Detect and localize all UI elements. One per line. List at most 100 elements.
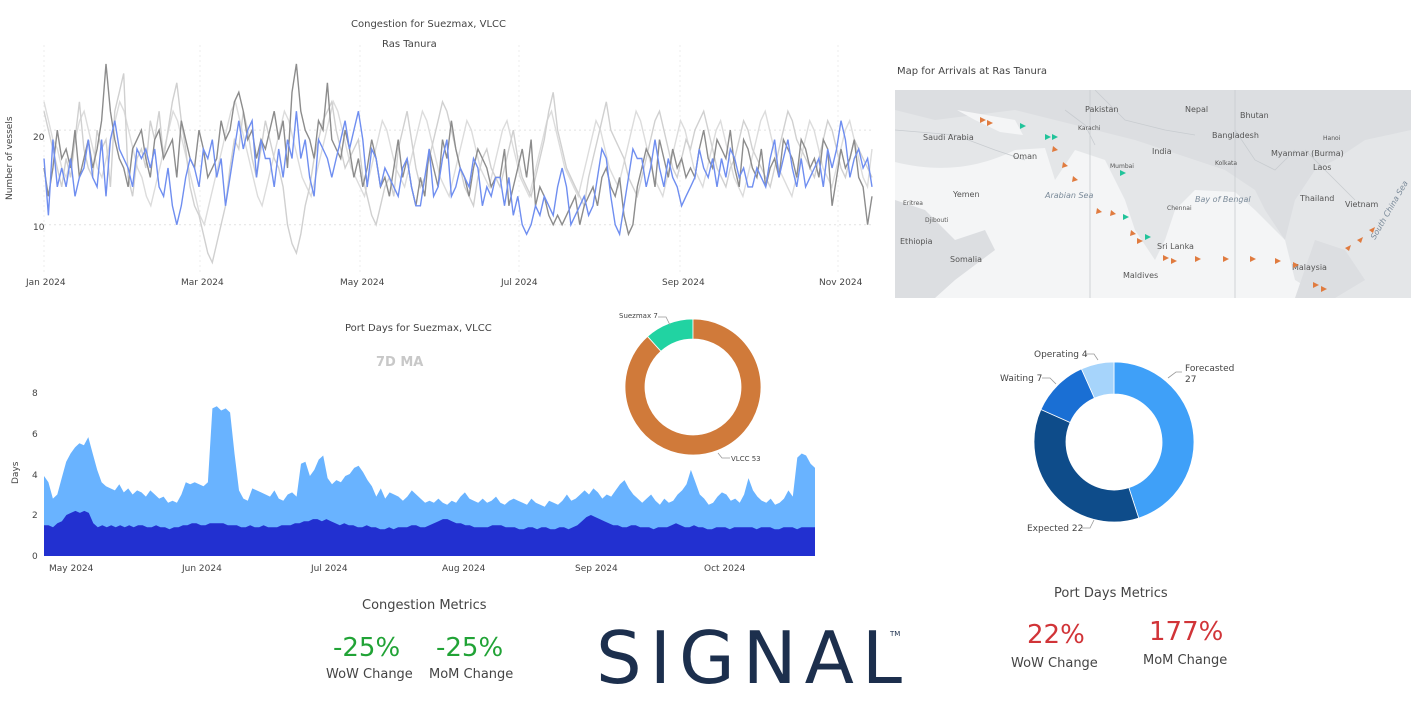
- vessel-marker[interactable]: [1357, 237, 1363, 243]
- vessel-marker[interactable]: [1195, 256, 1201, 262]
- portdays-xtick-oct: Oct 2024: [704, 564, 746, 574]
- map-label-karachi: Karachi: [1078, 125, 1101, 132]
- vessel-marker[interactable]: [1052, 146, 1058, 152]
- congestion-xtick-may: May 2024: [340, 278, 385, 288]
- congestion-series-line-1: [43, 63, 873, 237]
- status-donut-slices: [1033, 361, 1195, 523]
- congestion-series-line-0: [43, 111, 873, 237]
- congestion-ytick-10: 10: [33, 223, 45, 233]
- vessel-marker[interactable]: [1313, 282, 1319, 288]
- vessel-marker[interactable]: [1120, 170, 1126, 176]
- congestion-ylabel: Number of vessels: [5, 116, 15, 200]
- map-land-sea-asia: [1295, 240, 1365, 298]
- vessel-marker[interactable]: [980, 117, 986, 123]
- donut1-leader-vlcc: [717, 452, 730, 459]
- donut-slice-operating[interactable]: [1080, 361, 1115, 399]
- vessel-marker[interactable]: [1293, 262, 1299, 268]
- donut2-label-operating: Operating 4: [1034, 350, 1088, 360]
- congestion-series-line-3: [43, 99, 873, 227]
- vessel-marker[interactable]: [1171, 258, 1177, 264]
- donut1-label-vlcc: VLCC 53: [731, 455, 761, 463]
- vessel-marker[interactable]: [1052, 134, 1058, 140]
- vessel-marker[interactable]: [1062, 162, 1068, 168]
- donut2-leader-operating: [1086, 353, 1099, 361]
- vessel-marker[interactable]: [1223, 256, 1229, 262]
- map-sea-bengal: Bay of Bengal: [1195, 195, 1251, 204]
- portdays-xtick-may: May 2024: [49, 564, 94, 574]
- portdays-ma-label: 7D MA: [376, 355, 424, 370]
- donut2-label-waiting: Waiting 7: [1000, 374, 1042, 384]
- portdays-ylabel: Days: [11, 461, 21, 484]
- vessel-marker[interactable]: [1072, 176, 1078, 182]
- congestion-xtick-jul: Jul 2024: [500, 278, 538, 288]
- donut2-label-forecasted-value: 27: [1185, 375, 1196, 385]
- vessel-marker[interactable]: [1020, 123, 1026, 129]
- donut1-leader-suezmax: [658, 316, 671, 326]
- congestion-grid: [43, 45, 872, 272]
- map-label-saudi: Saudi Arabia: [923, 133, 974, 142]
- congestion-subtitle: Ras Tanura: [382, 39, 437, 50]
- arrivals-map[interactable]: Arabian Sea Bay of Bengal South China Se…: [895, 90, 1411, 298]
- portdays-area-0: [44, 406, 815, 556]
- portdays-ytick-2: 2: [32, 511, 38, 521]
- congestion-mom-value: -25%: [436, 633, 504, 663]
- vessel-marker[interactable]: [1369, 227, 1375, 233]
- signal-logo-tm: TM: [890, 630, 901, 638]
- map-label-laos: Laos: [1313, 163, 1331, 172]
- congestion-title: Congestion for Suezmax, VLCC: [351, 19, 507, 30]
- portdays-mom-value: 177%: [1149, 617, 1224, 647]
- vessel-marker[interactable]: [1130, 230, 1136, 236]
- portdays-wow-value: 22%: [1027, 620, 1085, 650]
- portdays-xtick-aug: Aug 2024: [442, 564, 486, 574]
- donut-slice-forecasted[interactable]: [1113, 361, 1195, 519]
- map-borders: [895, 90, 1356, 298]
- vessel-marker[interactable]: [1045, 134, 1051, 140]
- portdays-xtick-sep: Sep 2024: [575, 564, 618, 574]
- map-title: Map for Arrivals at Ras Tanura: [897, 66, 1048, 77]
- donut-slice-vlcc[interactable]: [624, 318, 762, 456]
- congestion-wow-value: -25%: [333, 633, 401, 663]
- map-ocean: [895, 148, 1325, 298]
- map-label-nepal: Nepal: [1185, 105, 1208, 114]
- vessel-marker[interactable]: [1110, 210, 1116, 216]
- vessel-marker[interactable]: [1250, 256, 1256, 262]
- donut2-leader-forecasted: [1167, 371, 1182, 379]
- map-label-somalia: Somalia: [950, 255, 982, 264]
- portdays-chart: 0 2 4 6 8 Days May 2024 Jun 2024 Jul 202…: [11, 389, 815, 574]
- map-label-bangladesh: Bangladesh: [1212, 131, 1259, 140]
- portdays-areas: [44, 406, 815, 556]
- vessel-marker[interactable]: [1123, 214, 1129, 220]
- map-land-north: [895, 90, 1411, 240]
- vessel-marker[interactable]: [1137, 238, 1143, 244]
- congestion-mom-label: MoM Change: [429, 667, 514, 682]
- vessel-marker[interactable]: [987, 120, 993, 126]
- map-label-ethiopia: Ethiopia: [900, 237, 933, 246]
- vessel-marker[interactable]: [1163, 255, 1169, 261]
- congestion-wow-label: WoW Change: [326, 667, 413, 682]
- vessel-donut: Suezmax 7 VLCC 53: [619, 312, 762, 463]
- donut-slice-expected[interactable]: [1033, 408, 1140, 523]
- vessel-marker[interactable]: [1345, 245, 1351, 251]
- map-label-myanmar: Myanmar (Burma): [1271, 149, 1344, 158]
- congestion-xtick-mar: Mar 2024: [181, 278, 224, 288]
- vessel-marker[interactable]: [1096, 208, 1102, 214]
- map-label-oman: Oman: [1013, 152, 1037, 161]
- portdays-ytick-6: 6: [32, 430, 38, 440]
- vessel-donut-slices: [624, 318, 762, 456]
- portdays-area-1: [44, 510, 815, 556]
- map-label-srilanka: Sri Lanka: [1157, 242, 1194, 251]
- congestion-series: [43, 63, 873, 265]
- map-label-chennai: Chennai: [1167, 205, 1192, 212]
- congestion-xtick-jan: Jan 2024: [25, 278, 66, 288]
- map-label-malaysia: Malaysia: [1292, 263, 1327, 272]
- map-label-yemen: Yemen: [952, 190, 980, 199]
- vessel-marker[interactable]: [1145, 234, 1151, 240]
- map-label-vietnam: Vietnam: [1345, 200, 1379, 209]
- vessel-marker[interactable]: [1275, 258, 1281, 264]
- map-label-mumbai: Mumbai: [1110, 163, 1134, 170]
- vessel-marker[interactable]: [1321, 286, 1327, 292]
- donut2-leader-waiting: [1042, 377, 1057, 385]
- status-donut: Operating 4 Waiting 7 Forecasted 27 Expe…: [1000, 350, 1234, 534]
- map-sea-arabian: Arabian Sea: [1044, 191, 1093, 200]
- portdays-metrics-title: Port Days Metrics: [1054, 586, 1168, 601]
